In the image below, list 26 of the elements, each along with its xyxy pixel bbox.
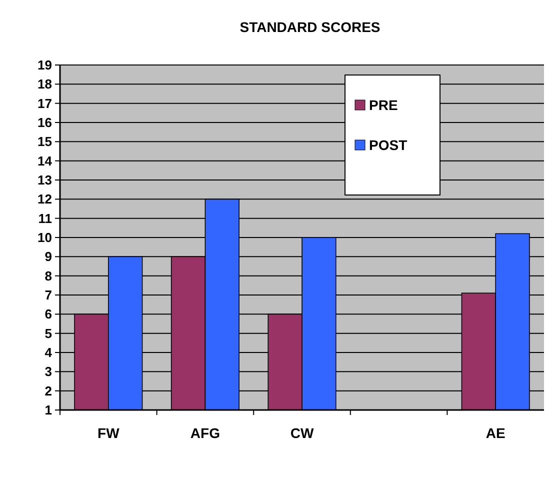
y-tick-label: 9 [44, 249, 52, 264]
y-tick-label: 6 [44, 306, 52, 322]
legend-label: PRE [369, 96, 398, 113]
y-tick-label: 11 [38, 210, 52, 226]
y-tick-label: 2 [44, 383, 52, 398]
x-tick-label: AE [486, 425, 506, 441]
y-tick-label: 13 [38, 172, 52, 188]
x-tick-label: AFG [190, 425, 220, 441]
y-tick-label: 7 [44, 288, 52, 303]
y-tick-label: 19 [38, 58, 52, 73]
x-tick-label: CW [290, 425, 314, 441]
x-tick-label: FW [98, 425, 120, 441]
y-tick-label: 10 [38, 230, 52, 246]
y-tick-label: 14 [38, 153, 53, 168]
y-tick-label: 16 [38, 115, 52, 130]
y-tick-label: 1 [44, 402, 52, 418]
y-tick-label: 18 [38, 76, 52, 92]
chart-title: STANDARD SCORES [240, 19, 380, 35]
y-tick-label: 3 [44, 364, 52, 380]
y-tick-label: 12 [38, 192, 52, 207]
legend-label: POST [369, 136, 408, 153]
y-tick-label: 4 [44, 345, 53, 360]
y-tick-label: 17 [38, 96, 52, 111]
y-tick-label: 5 [44, 326, 52, 341]
y-tick-label: 15 [38, 134, 52, 150]
y-tick-label: 8 [44, 268, 52, 284]
